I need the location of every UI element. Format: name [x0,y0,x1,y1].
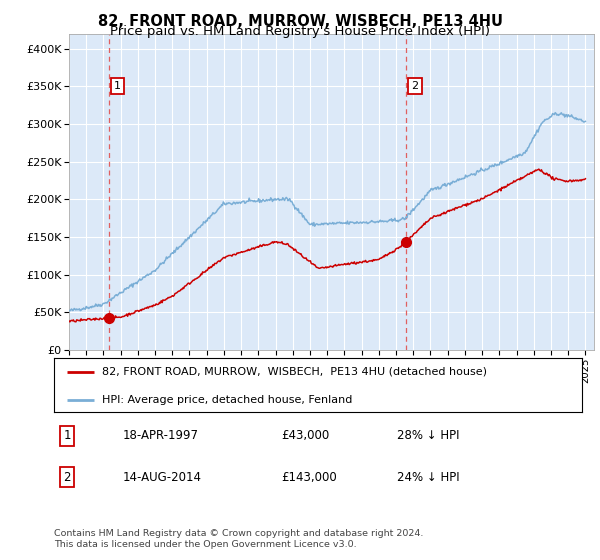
Text: 2: 2 [412,81,419,91]
Text: £43,000: £43,000 [281,429,329,442]
Text: 1: 1 [64,429,71,442]
Text: £143,000: £143,000 [281,471,337,484]
Text: Contains HM Land Registry data © Crown copyright and database right 2024.
This d: Contains HM Land Registry data © Crown c… [54,529,424,549]
Text: 18-APR-1997: 18-APR-1997 [122,429,199,442]
Text: 24% ↓ HPI: 24% ↓ HPI [397,471,460,484]
Text: 28% ↓ HPI: 28% ↓ HPI [397,429,460,442]
Text: HPI: Average price, detached house, Fenland: HPI: Average price, detached house, Fenl… [101,395,352,405]
Text: 14-AUG-2014: 14-AUG-2014 [122,471,202,484]
Text: 82, FRONT ROAD, MURROW, WISBECH, PE13 4HU: 82, FRONT ROAD, MURROW, WISBECH, PE13 4H… [97,14,503,29]
Text: 1: 1 [114,81,121,91]
Text: Price paid vs. HM Land Registry's House Price Index (HPI): Price paid vs. HM Land Registry's House … [110,25,490,38]
Text: 2: 2 [64,471,71,484]
Text: 82, FRONT ROAD, MURROW,  WISBECH,  PE13 4HU (detached house): 82, FRONT ROAD, MURROW, WISBECH, PE13 4H… [101,367,487,377]
